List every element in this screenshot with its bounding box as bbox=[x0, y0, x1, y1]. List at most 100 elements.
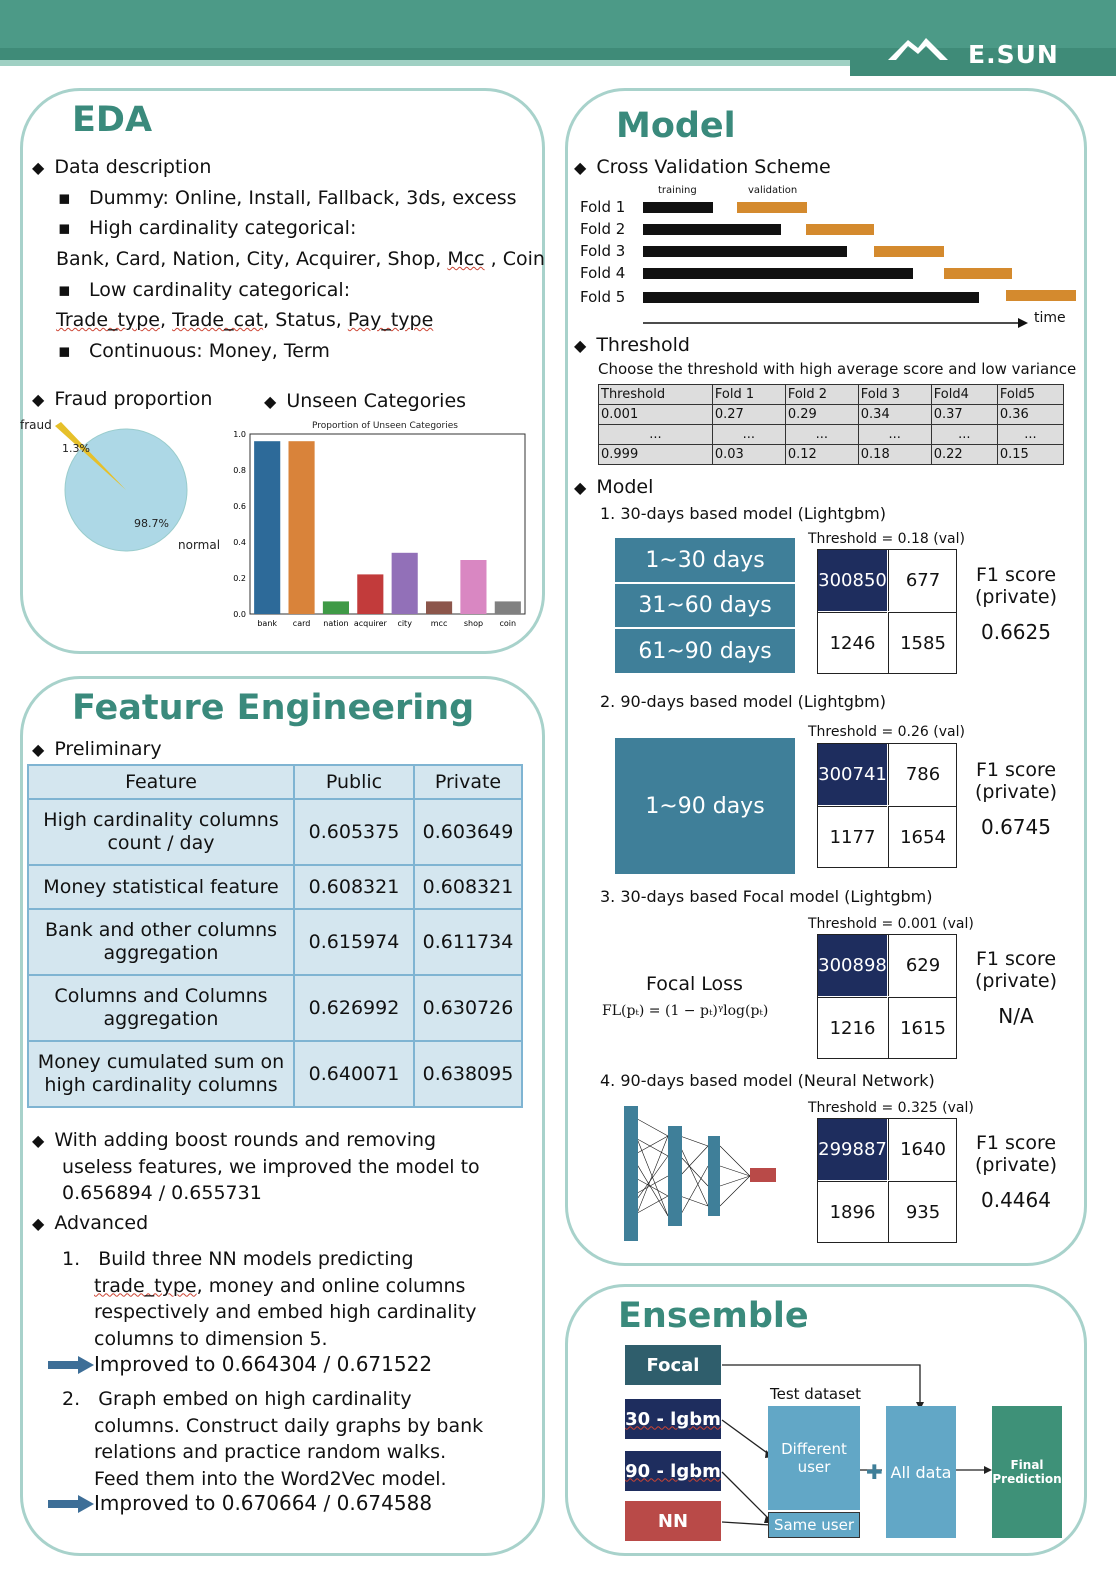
boost-line2: useless features, we improved the model … bbox=[62, 1156, 480, 1178]
thr-cell: ... bbox=[598, 424, 713, 445]
ensemble-same-user: Same user bbox=[768, 1512, 860, 1538]
thr-cell: 0.22 bbox=[930, 444, 998, 465]
bar-bank bbox=[254, 441, 281, 614]
pie-fraud-label: fraud bbox=[20, 418, 52, 432]
low-card-c: Trade_cat bbox=[172, 309, 264, 331]
ensemble-all-data: All data bbox=[886, 1406, 956, 1538]
day-range-2: 31~60 days bbox=[615, 584, 795, 627]
feature-line1: High cardinality columns bbox=[43, 809, 279, 832]
table-row: Columns and Columns aggregation 0.626992 0.… bbox=[27, 974, 523, 1042]
cv-label: Cross Validation Scheme bbox=[596, 156, 831, 178]
dummy-label: Dummy: bbox=[89, 187, 175, 209]
fold-4-label: Fold 4 bbox=[580, 264, 626, 282]
table-row: Money statistical feature 0.608321 0.60832… bbox=[27, 864, 523, 910]
neural-network-diagram bbox=[624, 1106, 776, 1241]
model-title: Model bbox=[616, 106, 736, 146]
f1-value: 0.6745 bbox=[981, 815, 1051, 839]
x-tick-label: mcc bbox=[431, 619, 448, 628]
model-3-title: 3. 30-days based Focal model (Lightgbm) bbox=[600, 887, 933, 906]
y-tick-label: 0.8 bbox=[233, 466, 246, 475]
cm-tp: 935 bbox=[888, 1181, 957, 1242]
cm-fp: 629 bbox=[888, 935, 957, 996]
confusion-matrix-3: 300898 629 1216 1615 bbox=[817, 934, 957, 1059]
thr-cell: ... bbox=[784, 424, 859, 445]
boost-line3: 0.656894 / 0.655731 bbox=[62, 1182, 262, 1204]
thr-cell: 0.12 bbox=[784, 444, 859, 465]
threshold-row: 0.001 0.27 0.29 0.34 0.37 0.36 bbox=[598, 404, 1065, 425]
a1-improved: Improved to 0.664304 / 0.671522 bbox=[94, 1352, 433, 1376]
model-2-f1: F1 score (private) 0.6745 bbox=[966, 759, 1066, 839]
table-row: Bank and other columns aggregation 0.61597… bbox=[27, 908, 523, 976]
feature-line1: Bank and other columns bbox=[44, 919, 278, 942]
high-card-cols: Bank, Card, Nation, City, Acquirer, Shop… bbox=[56, 248, 545, 270]
thr-cell: ... bbox=[930, 424, 998, 445]
x-tick-label: shop bbox=[464, 619, 483, 628]
cm-fp: 786 bbox=[888, 744, 957, 805]
focal-formula: FL(pₜ) = (1 − pₜ)ᵞlog(pₜ) bbox=[602, 1003, 769, 1019]
table-row: High cardinality columns count / day 0.605… bbox=[27, 798, 523, 866]
pie-fraud-pct: 1.3% bbox=[62, 442, 90, 455]
model-4-title: 4. 90-days based model (Neural Network) bbox=[600, 1071, 935, 1090]
cm-tn: 300850 bbox=[818, 550, 887, 611]
bar-card bbox=[288, 441, 315, 614]
unseen-label: Unseen Categories bbox=[286, 390, 467, 412]
feature-line2: high cardinality columns bbox=[44, 1074, 278, 1096]
high-card-mcc: Mcc bbox=[447, 248, 485, 270]
a1-line3: respectively and embed high cardinality bbox=[94, 1301, 477, 1323]
diamond-icon: ◆ bbox=[32, 158, 45, 177]
fold-4-val-bar bbox=[944, 268, 1012, 279]
private-cell: 0.603649 bbox=[413, 798, 523, 866]
eda-title: EDA bbox=[72, 100, 153, 140]
diamond-icon: ◆ bbox=[32, 1214, 45, 1233]
y-tick-label: 1.0 bbox=[233, 430, 246, 439]
nn-hidden-layer-2 bbox=[708, 1136, 720, 1216]
ensemble-focal: Focal bbox=[625, 1345, 721, 1385]
x-tick-label: acquirer bbox=[354, 619, 388, 628]
thr-cell: ... bbox=[996, 424, 1065, 445]
nn-output-layer bbox=[750, 1168, 776, 1182]
thr-h2: Fold 2 bbox=[784, 384, 859, 405]
confusion-matrix-4: 299887 1640 1896 935 bbox=[817, 1118, 957, 1243]
pie-normal-pct: 98.7% bbox=[134, 517, 169, 530]
pie-slice-fraud bbox=[55, 422, 126, 490]
th-private: Private bbox=[413, 764, 523, 800]
model-section-label: Model bbox=[596, 476, 654, 498]
ensemble-90-lgbm: 90 - lgbm bbox=[625, 1451, 721, 1491]
lgbm90-label: 90 - lgbm bbox=[625, 1460, 721, 1482]
table-row: Money cumulated sum on high cardinality c… bbox=[27, 1040, 523, 1108]
cm-tn: 300741 bbox=[818, 744, 887, 805]
fe-title: Feature Engineering bbox=[72, 688, 475, 728]
thr-h4: Fold4 bbox=[930, 384, 998, 405]
diamond-icon: ◆ bbox=[32, 1131, 45, 1150]
fold-1-label: Fold 1 bbox=[580, 198, 626, 216]
advanced-item-2: 2. Graph embed on high cardinality column… bbox=[62, 1388, 484, 1490]
fraud-pie-chart: fraud 1.3% 98.7% normal bbox=[20, 418, 220, 552]
model-1-f1: F1 score (private) 0.6625 bbox=[966, 564, 1066, 644]
threshold-desc: Choose the threshold with high average s… bbox=[598, 360, 1077, 378]
fold-5-label: Fold 5 bbox=[580, 288, 626, 306]
table-header-row: Feature Public Private bbox=[27, 764, 523, 800]
low-card-b: , bbox=[159, 309, 173, 331]
bar-mcc bbox=[426, 601, 453, 614]
eda-panel bbox=[20, 88, 545, 654]
high-card-cols-text: Bank, Card, Nation, City, Acquirer, Shop… bbox=[56, 248, 448, 270]
advanced: ◆ Advanced bbox=[32, 1212, 148, 1234]
fold-2-val-bar bbox=[806, 224, 874, 235]
bar-acquirer bbox=[357, 574, 384, 614]
fraud-proportion-label: Fraud proportion bbox=[54, 388, 213, 410]
public-cell: 0.608321 bbox=[293, 864, 415, 910]
cm-tn: 299887 bbox=[818, 1119, 887, 1180]
model-3-f1: F1 score (private) N/A bbox=[966, 948, 1066, 1028]
fold-1-val-bar bbox=[737, 202, 807, 213]
model-4-f1: F1 score (private) 0.4464 bbox=[966, 1132, 1066, 1212]
cm-tp: 1654 bbox=[888, 806, 957, 867]
x-tick-label: city bbox=[397, 619, 412, 628]
a1-trade-type: trade_type bbox=[94, 1274, 197, 1297]
focal-loss-label: Focal Loss bbox=[646, 973, 743, 995]
x-tick-label: card bbox=[293, 619, 311, 628]
cm-fn: 1216 bbox=[818, 997, 887, 1058]
th-public: Public bbox=[293, 764, 415, 800]
y-tick-label: 0.0 bbox=[233, 610, 246, 619]
f1-value: N/A bbox=[998, 1004, 1034, 1028]
bar-coin bbox=[494, 601, 521, 614]
